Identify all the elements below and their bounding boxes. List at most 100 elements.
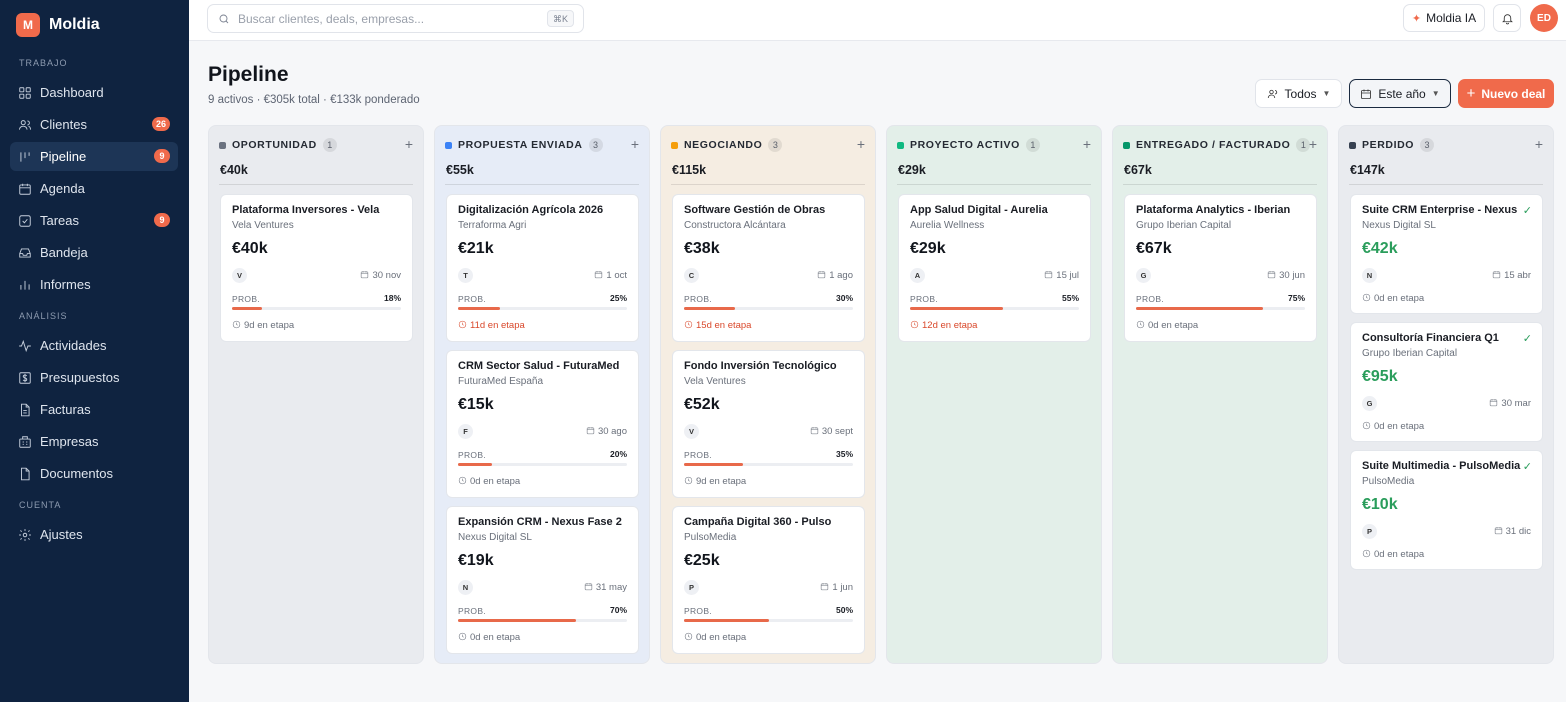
clock-icon (910, 320, 919, 329)
deal-card[interactable]: CRM Sector Salud - FuturaMed FuturaMed Es… (446, 350, 639, 498)
deal-card[interactable]: App Salud Digital - Aurelia Aurelia Welln… (898, 194, 1091, 342)
notifications-button[interactable] (1493, 4, 1521, 32)
add-deal-icon[interactable]: + (1308, 136, 1317, 152)
deal-close-date: 30 ago (586, 426, 627, 437)
owner-avatar: V (684, 424, 699, 439)
pipeline-icon (18, 150, 32, 164)
period-filter-dropdown[interactable]: Este año ▼ (1349, 79, 1451, 108)
user-avatar[interactable]: ED (1530, 4, 1558, 32)
deal-close-date: 31 dic (1494, 526, 1531, 537)
add-deal-icon[interactable]: + (630, 136, 639, 152)
sidebar-item-ajustes[interactable]: Ajustes (10, 520, 178, 549)
chevron-down-icon: ▼ (1322, 89, 1331, 98)
deal-card[interactable]: Suite Multimedia - PulsoMedia ✓ PulsoMedia… (1350, 450, 1543, 570)
deal-card[interactable]: Consultoría Financiera Q1 ✓ Grupo Iberian … (1350, 322, 1543, 442)
probability-value: 18% (383, 293, 401, 303)
probability-bar (232, 307, 401, 310)
add-deal-icon[interactable]: + (1082, 136, 1091, 152)
brand[interactable]: M Moldia (0, 0, 189, 50)
sidebar-item-actividades[interactable]: Actividades (10, 331, 178, 360)
column-name: PROYECTO ACTIVO (910, 139, 1020, 151)
deal-date-text: 30 ago (597, 426, 627, 437)
column-divider (671, 184, 865, 185)
deal-card[interactable]: Fondo Inversión Tecnológico Vela Ventures… (672, 350, 865, 498)
add-deal-icon[interactable]: + (404, 136, 413, 152)
deal-title: Software Gestión de Obras (684, 204, 826, 216)
clock-icon (1362, 549, 1371, 558)
deal-date-text: 30 sept (821, 426, 853, 437)
sidebar-item-clientes[interactable]: Clientes 26 (10, 110, 178, 139)
stage-color-dot (897, 141, 904, 149)
deal-date-text: 30 jun (1279, 270, 1305, 281)
column-name: PROPUESTA ENVIADA (458, 139, 583, 151)
probability-bar-fill (910, 307, 1003, 310)
moldia-ia-button[interactable]: ✦ Moldia IA (1403, 4, 1485, 32)
deal-amount: €67k (1136, 240, 1172, 257)
deal-card[interactable]: Suite CRM Enterprise - Nexus ✓ Nexus Digit… (1350, 194, 1543, 314)
sidebar-item-pipeline[interactable]: Pipeline 9 (10, 142, 178, 171)
sidebar-item-label: Dashboard (40, 85, 104, 100)
check-icon: ✓ (1522, 461, 1532, 473)
sidebar-item-facturas[interactable]: Facturas (10, 395, 178, 424)
add-deal-icon[interactable]: + (856, 136, 865, 152)
pipeline-column-entregado-facturado: ENTREGADO / FACTURADO 1 + €67k Plataforma An… (1112, 125, 1328, 664)
clock-icon (684, 476, 693, 485)
deal-title: CRM Sector Salud - FuturaMed (458, 360, 620, 372)
owner-filter-dropdown[interactable]: Todos ▼ (1255, 79, 1342, 108)
add-deal-icon[interactable]: + (1534, 136, 1543, 152)
deal-close-date: 1 oct (594, 270, 627, 281)
sidebar-item-presupuestos[interactable]: Presupuestos (10, 363, 178, 392)
days-in-stage-text: 0d en etapa (470, 632, 521, 643)
owner-avatar: C (684, 268, 699, 283)
owner-avatar: G (1362, 396, 1377, 411)
deal-date-text: 1 oct (606, 270, 627, 281)
period-filter-label: Este año (1378, 86, 1426, 101)
owner-avatar: N (458, 580, 473, 595)
deal-company: Aurelia Wellness (910, 220, 985, 231)
bar-chart-icon (18, 278, 32, 292)
building-icon (18, 435, 32, 449)
days-in-stage: 9d en etapa (232, 320, 294, 331)
days-in-stage-text: 0d en etapa (1374, 293, 1425, 304)
page-title: Pipeline (208, 63, 289, 86)
probability-bar (910, 307, 1079, 310)
sidebar-item-documentos[interactable]: Documentos (10, 459, 178, 488)
file-icon (18, 403, 32, 417)
deal-card[interactable]: Digitalización Agrícola 2026 Terraforma A… (446, 194, 639, 342)
deal-card[interactable]: Expansión CRM - Nexus Fase 2 Nexus Digita… (446, 506, 639, 654)
search-box[interactable]: ⌘K (207, 4, 584, 33)
probability-bar-fill (458, 619, 577, 622)
deal-company: Vela Ventures (684, 376, 746, 387)
pipeline-column-propuesta-enviada: PROPUESTA ENVIADA 3 + €55k Digitalización Ag… (434, 125, 650, 664)
sidebar-item-badge: 26 (151, 117, 170, 131)
days-in-stage: 0d en etapa (458, 476, 520, 487)
probability-bar (458, 619, 627, 622)
column-name: OPORTUNIDAD (232, 139, 317, 151)
deal-card[interactable]: Software Gestión de Obras Constructora Al… (672, 194, 865, 342)
pipeline-column-oportunidad: OPORTUNIDAD 1 + €40k Plataforma Inversores -… (208, 125, 424, 664)
days-in-stage-text: 0d en etapa (1374, 549, 1425, 560)
probability-bar (684, 619, 853, 622)
column-name: NEGOCIANDO (684, 139, 763, 151)
probability-bar-fill (684, 619, 769, 622)
stage-color-dot (1349, 141, 1356, 149)
deal-card[interactable]: Plataforma Analytics - Iberian Grupo Iber… (1124, 194, 1317, 342)
sidebar-item-empresas[interactable]: Empresas (10, 427, 178, 456)
deal-close-date: 15 abr (1492, 270, 1531, 281)
deal-card[interactable]: Campaña Digital 360 - Pulso PulsoMedia €25… (672, 506, 865, 654)
new-deal-button[interactable]: + Nuevo deal (1458, 79, 1554, 108)
sidebar-item-informes[interactable]: Informes (10, 270, 178, 299)
deal-title: Fondo Inversión Tecnológico (684, 360, 837, 372)
deal-card[interactable]: Plataforma Inversores - Vela Vela Venture… (220, 194, 413, 342)
sidebar-item-label: Ajustes (40, 527, 83, 542)
sidebar-item-agenda[interactable]: Agenda (10, 174, 178, 203)
sidebar-item-bandeja[interactable]: Bandeja (10, 238, 178, 267)
clock-icon (1362, 293, 1371, 302)
sidebar-item-dashboard[interactable]: Dashboard (10, 78, 178, 107)
search-input[interactable] (238, 11, 538, 26)
probability-bar-fill (684, 307, 735, 310)
sidebar-item-tareas[interactable]: Tareas 9 (10, 206, 178, 235)
deal-date-text: 1 ago (829, 270, 853, 281)
sidebar-item-label: Tareas (40, 213, 80, 228)
deal-title: Suite Multimedia - PulsoMedia (1362, 460, 1521, 472)
